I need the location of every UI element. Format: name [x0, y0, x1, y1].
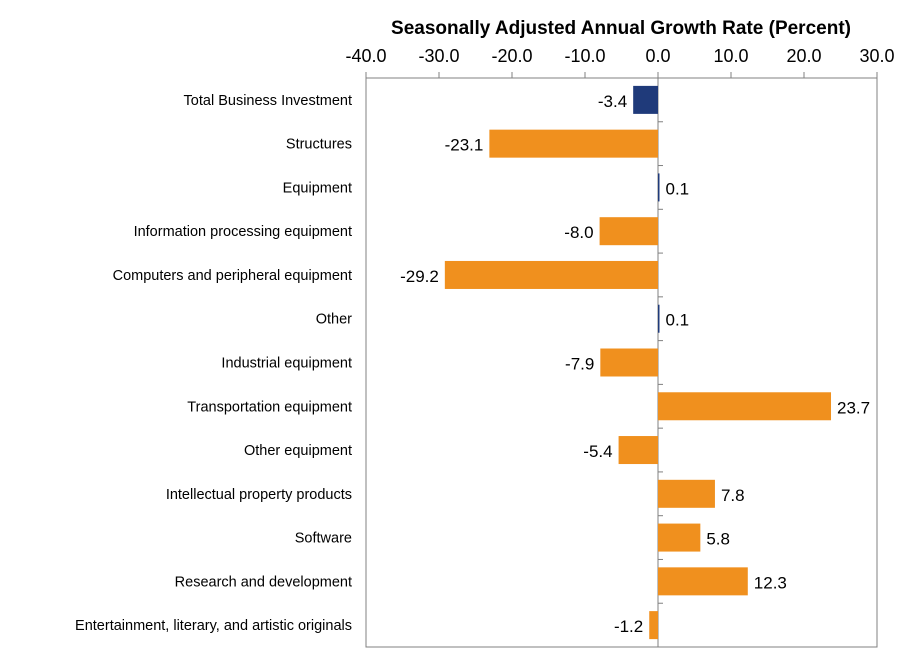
category-label: Intellectual property products — [166, 487, 352, 503]
bar — [658, 523, 701, 552]
data-label: 12.3 — [754, 573, 787, 592]
bar — [599, 217, 658, 246]
bar — [658, 567, 748, 596]
category-label: Other equipment — [244, 443, 352, 459]
bar — [658, 479, 715, 508]
chart-title: Seasonally Adjusted Annual Growth Rate (… — [391, 18, 851, 39]
data-label: -7.9 — [565, 355, 594, 374]
x-tick-label: 20.0 — [786, 46, 821, 66]
category-label: Software — [295, 531, 352, 547]
category-label: Other — [316, 312, 352, 328]
category-labels: Total Business Investment Structures Equip… — [75, 93, 352, 634]
x-tick-label: 10.0 — [713, 46, 748, 66]
data-label: -23.1 — [445, 136, 484, 155]
data-label: -1.2 — [614, 617, 643, 636]
bar — [444, 260, 658, 289]
category-label: Research and development — [175, 574, 352, 590]
category-label: Industrial equipment — [221, 356, 352, 372]
x-tick-label: -40.0 — [345, 46, 386, 66]
category-label: Total Business Investment — [184, 93, 352, 109]
bar — [489, 129, 658, 158]
data-label: -3.4 — [598, 92, 627, 111]
bar — [633, 85, 658, 114]
category-label: Computers and peripheral equipment — [113, 268, 352, 284]
data-label: -5.4 — [583, 442, 612, 461]
data-label: 23.7 — [837, 398, 870, 417]
bars — [444, 85, 832, 640]
plot-frame — [365, 77, 878, 648]
data-label: 7.8 — [721, 486, 745, 505]
data-label: -29.2 — [400, 267, 439, 286]
category-label: Information processing equipment — [134, 224, 352, 240]
bar — [658, 304, 660, 333]
x-tick-label: -20.0 — [491, 46, 532, 66]
bar — [649, 611, 658, 640]
x-tick-label: 0.0 — [645, 46, 670, 66]
bar — [600, 348, 658, 377]
bar — [618, 436, 658, 465]
category-label: Transportation equipment — [187, 399, 352, 415]
bar — [658, 392, 832, 421]
data-label: 5.8 — [706, 530, 730, 549]
bar — [658, 173, 660, 202]
x-tick-label: -30.0 — [418, 46, 459, 66]
category-label: Entertainment, literary, and artistic or… — [75, 618, 352, 634]
x-tick-label: 30.0 — [859, 46, 894, 66]
data-label: -8.0 — [564, 223, 593, 242]
category-label: Structures — [286, 137, 352, 153]
data-label: 0.1 — [666, 179, 690, 198]
data-labels: -3.4 -23.1 0.1 -8.0 -29.2 0.1 -7.9 23.7 -5.4 7.8 5… — [400, 92, 870, 636]
data-label: 0.1 — [666, 311, 690, 330]
category-label: Equipment — [283, 180, 352, 196]
x-tick-label: -10.0 — [564, 46, 605, 66]
